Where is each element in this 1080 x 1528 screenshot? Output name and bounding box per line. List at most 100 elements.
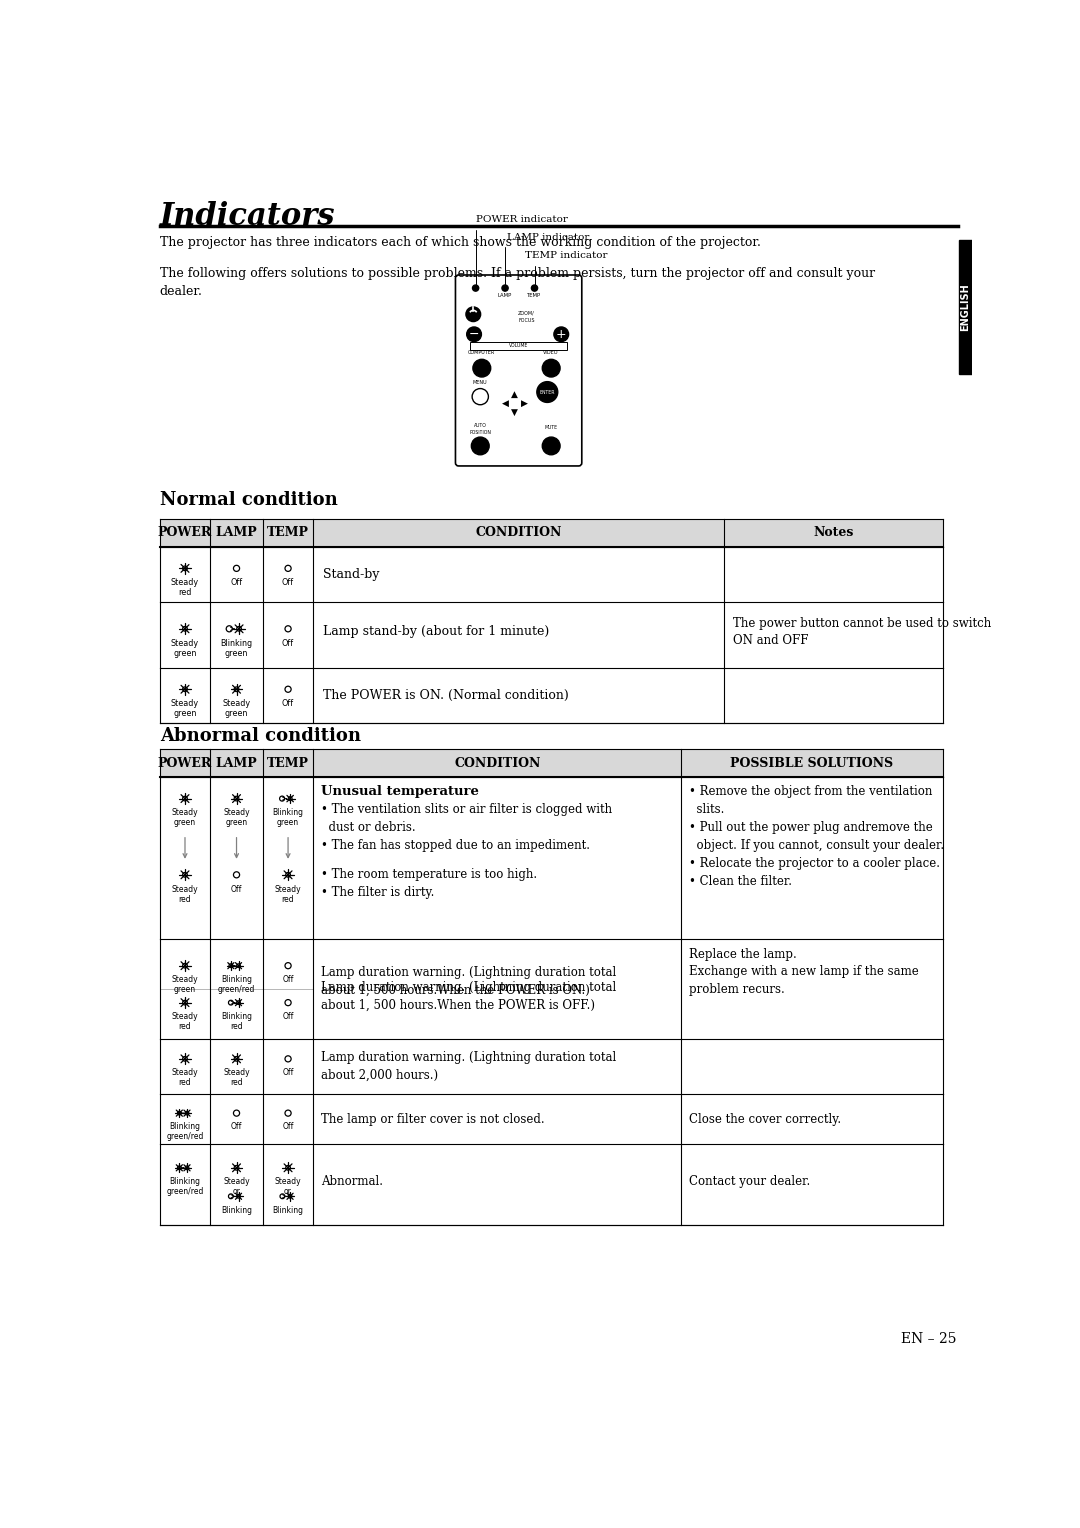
Text: Lamp stand-by (about for 1 minute): Lamp stand-by (about for 1 minute)	[323, 625, 549, 639]
Text: −: −	[469, 329, 480, 341]
Text: dust or debris.: dust or debris.	[321, 821, 416, 834]
Text: Off: Off	[231, 1123, 242, 1131]
Text: Steady
red: Steady red	[172, 1068, 199, 1086]
Circle shape	[467, 327, 482, 342]
Text: Steady
green: Steady green	[172, 975, 199, 993]
Text: POWER: POWER	[158, 527, 212, 539]
Text: ENTER: ENTER	[540, 390, 555, 394]
Text: Close the cover correctly.: Close the cover correctly.	[689, 1112, 841, 1126]
Text: The lamp or filter cover is not closed.: The lamp or filter cover is not closed.	[321, 1112, 544, 1126]
Text: Stand-by: Stand-by	[323, 568, 379, 581]
Text: Notes: Notes	[813, 527, 853, 539]
Circle shape	[542, 437, 561, 455]
Text: MUTE: MUTE	[544, 425, 557, 429]
Text: FOCUS: FOCUS	[518, 318, 535, 322]
Text: ENGLISH: ENGLISH	[960, 283, 971, 332]
Text: Replace the lamp.
Exchange with a new lamp if the same
problem recurs.: Replace the lamp. Exchange with a new la…	[689, 947, 919, 996]
Text: Steady
green: Steady green	[171, 639, 199, 657]
Text: LAMP: LAMP	[498, 293, 512, 298]
Text: Steady
green: Steady green	[171, 700, 199, 718]
Text: ◀: ◀	[502, 399, 509, 408]
Text: Off: Off	[282, 1123, 294, 1131]
Text: Off: Off	[282, 1012, 294, 1021]
Text: Blinking
red: Blinking red	[221, 1012, 252, 1030]
Text: • Relocate the projector to a cooler place.: • Relocate the projector to a cooler pla…	[689, 857, 940, 869]
Text: Blinking
green/red: Blinking green/red	[218, 975, 255, 993]
Text: The projector has three indicators each of which shows the working condition of : The projector has three indicators each …	[160, 235, 760, 249]
Circle shape	[473, 359, 490, 377]
Circle shape	[554, 327, 568, 342]
Circle shape	[537, 382, 557, 402]
Text: MENU: MENU	[473, 379, 487, 385]
Bar	[470, 342, 567, 350]
Text: Steady
red: Steady red	[224, 1068, 249, 1086]
Text: • The filter is dirty.: • The filter is dirty.	[321, 886, 434, 898]
Text: Indicators: Indicators	[160, 202, 335, 232]
Text: Steady
or: Steady or	[274, 1177, 301, 1196]
Text: AUTO: AUTO	[474, 423, 487, 428]
Text: Abnormal condition: Abnormal condition	[160, 727, 361, 744]
Text: The POWER is ON. (Normal condition): The POWER is ON. (Normal condition)	[323, 689, 568, 701]
Text: TEMP: TEMP	[267, 527, 309, 539]
Text: • The room temperature is too high.: • The room temperature is too high.	[321, 868, 537, 880]
Bar	[160, 749, 943, 778]
Text: TEMP: TEMP	[527, 293, 541, 298]
Text: ZOOM/: ZOOM/	[518, 310, 535, 315]
Text: Off: Off	[282, 700, 294, 709]
Text: Off: Off	[282, 639, 294, 648]
Text: Off: Off	[282, 579, 294, 587]
Text: Steady
or: Steady or	[224, 1177, 249, 1196]
Text: Blinking
green/red: Blinking green/red	[166, 1177, 204, 1196]
Text: LAMP indicator: LAMP indicator	[505, 232, 590, 286]
Text: slits.: slits.	[689, 802, 725, 816]
FancyBboxPatch shape	[456, 275, 582, 466]
Text: ▶: ▶	[521, 399, 527, 408]
Text: COMPUTER: COMPUTER	[469, 350, 496, 354]
Text: POSITION: POSITION	[470, 431, 491, 435]
Text: The power button cannot be used to switch
ON and OFF: The power button cannot be used to switc…	[733, 617, 991, 648]
Text: • Pull out the power plug andremove the: • Pull out the power plug andremove the	[689, 821, 933, 834]
Text: Lamp duration warning. (Lightning duration total
about 2,000 hours.): Lamp duration warning. (Lightning durati…	[321, 1051, 617, 1082]
Text: +: +	[556, 329, 567, 341]
Text: Unusual temperature: Unusual temperature	[321, 785, 478, 798]
Text: Blinking: Blinking	[272, 1206, 303, 1215]
Text: The following offers solutions to possible problems. If a problem persists, turn: The following offers solutions to possib…	[160, 266, 875, 298]
Text: Normal condition: Normal condition	[160, 490, 338, 509]
Text: object. If you cannot, consult your dealer.: object. If you cannot, consult your deal…	[689, 839, 944, 853]
Text: CONDITION: CONDITION	[475, 527, 562, 539]
Text: VOLUME: VOLUME	[509, 344, 528, 348]
Text: Lamp duration warning. (Lightning duration total
about 1, 500 hours.When the POW: Lamp duration warning. (Lightning durati…	[321, 981, 617, 1012]
Text: Off: Off	[230, 579, 243, 587]
Circle shape	[471, 437, 489, 455]
Circle shape	[542, 359, 561, 377]
Text: Lamp duration warning. (Lightning duration total
about 1, 500 hours.When the POW: Lamp duration warning. (Lightning durati…	[321, 966, 617, 996]
Circle shape	[531, 286, 538, 292]
Circle shape	[465, 307, 481, 321]
Text: POSSIBLE SOLUTIONS: POSSIBLE SOLUTIONS	[730, 756, 893, 770]
Text: Steady
red: Steady red	[274, 885, 301, 903]
Text: POWER: POWER	[158, 756, 212, 770]
Text: EN – 25: EN – 25	[901, 1332, 957, 1346]
Text: Off: Off	[282, 1068, 294, 1077]
Text: POWER indicator: POWER indicator	[475, 215, 568, 286]
Text: Off: Off	[231, 885, 242, 894]
Text: LAMP: LAMP	[216, 527, 257, 539]
Text: Steady
red: Steady red	[172, 1012, 199, 1030]
Text: Blinking
green/red: Blinking green/red	[166, 1123, 204, 1141]
Text: Steady
red: Steady red	[172, 885, 199, 903]
Bar	[959, 240, 972, 374]
Circle shape	[473, 286, 478, 292]
Text: • Clean the filter.: • Clean the filter.	[689, 876, 792, 888]
Text: Steady
red: Steady red	[171, 579, 199, 597]
Text: LAMP: LAMP	[216, 756, 257, 770]
Text: Off: Off	[282, 975, 294, 984]
Text: • Remove the object from the ventilation: • Remove the object from the ventilation	[689, 785, 932, 798]
Text: ▼: ▼	[511, 408, 518, 417]
Text: Steady
green: Steady green	[172, 808, 199, 827]
Text: CONDITION: CONDITION	[454, 756, 540, 770]
Circle shape	[502, 286, 509, 292]
Text: ▲: ▲	[511, 390, 518, 399]
Text: Abnormal.: Abnormal.	[321, 1175, 383, 1189]
Bar	[160, 520, 943, 547]
Text: • The fan has stopped due to an impediment.: • The fan has stopped due to an impedime…	[321, 839, 590, 853]
